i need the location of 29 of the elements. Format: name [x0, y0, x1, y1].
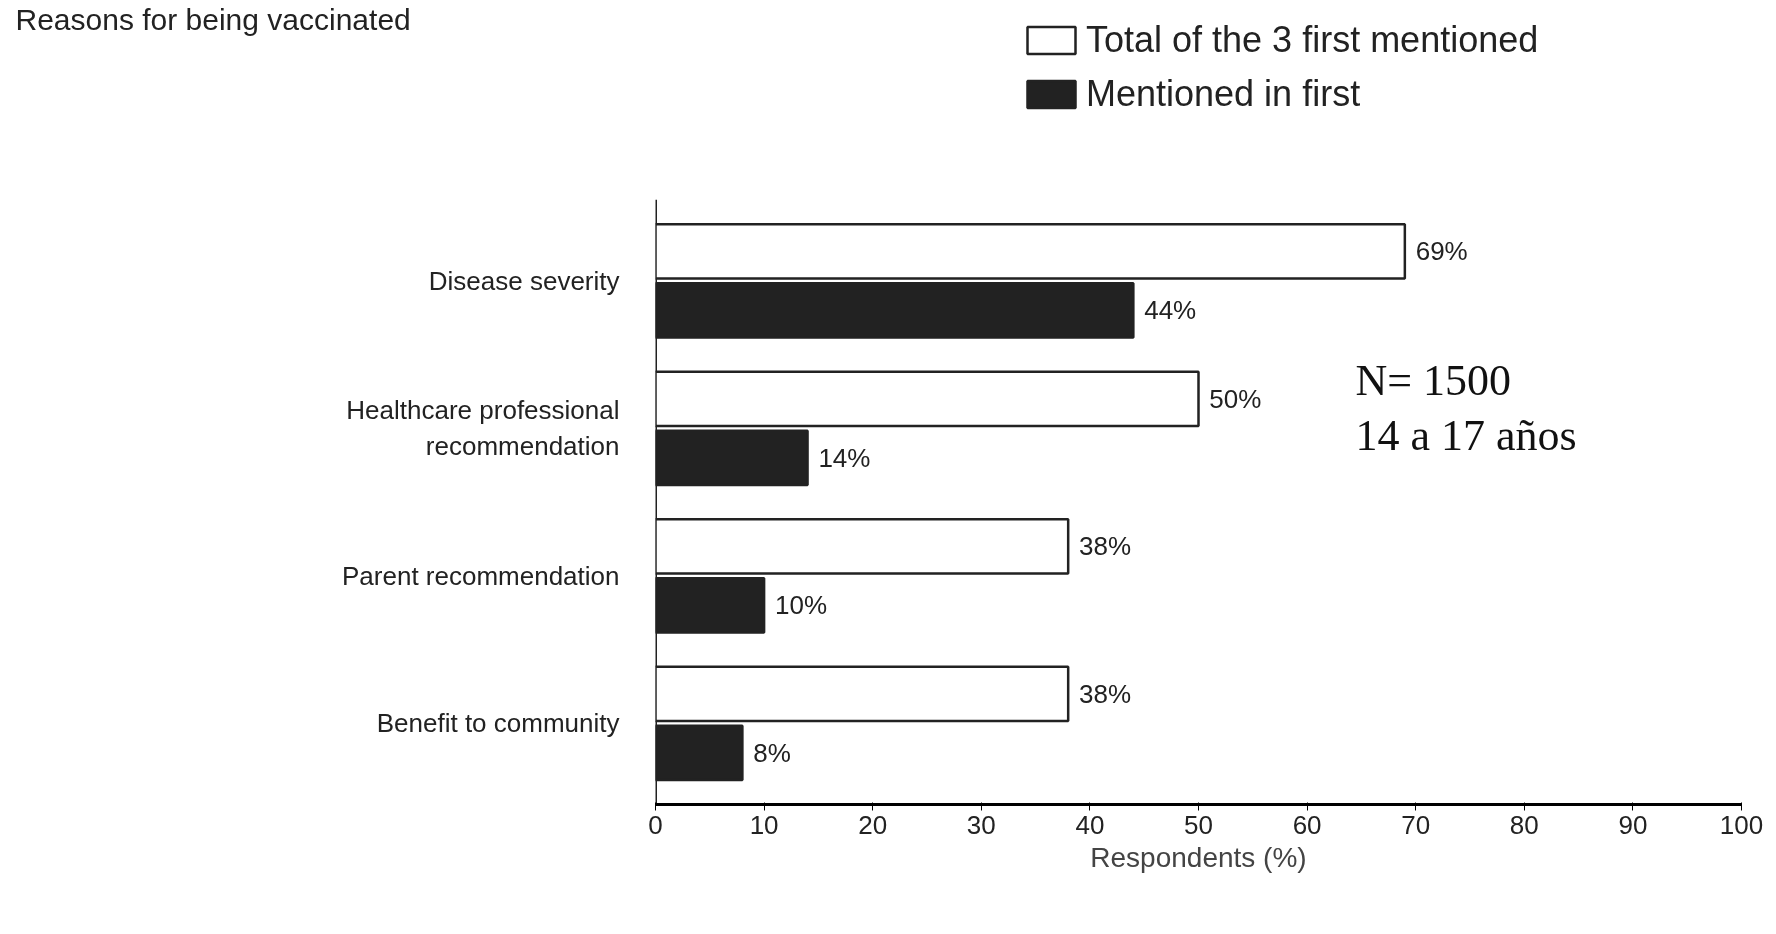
x-tick-label: 80: [1509, 809, 1539, 840]
legend-label: Total of the 3 first mentioned: [1086, 19, 1539, 61]
y-tick-label: Disease severity: [428, 265, 620, 296]
x-tick-label: 0: [648, 809, 663, 840]
text: Reasons for being vaccinated: [15, 2, 411, 36]
annotation: N= 1500: [1355, 355, 1512, 405]
data-label: 38%: [1079, 531, 1132, 562]
legend-label: Mentioned in first: [1086, 73, 1361, 115]
x-tick-label: 20: [858, 809, 888, 840]
data-label: 38%: [1079, 678, 1132, 709]
y-tick-label: Parent recommendation: [342, 560, 620, 591]
data-label: 8%: [753, 737, 791, 768]
x-tick-label: 60: [1292, 809, 1322, 840]
x-axis-title: Respondents (%): [1090, 841, 1307, 873]
data-label: 14%: [818, 442, 871, 473]
x-tick-label: 10: [749, 809, 779, 840]
data-label: 50%: [1209, 383, 1262, 414]
y-tick-label: Healthcare professional recommendation: [346, 395, 620, 462]
x-tick-label: 100: [1719, 809, 1764, 840]
data-label: 44%: [1144, 295, 1197, 326]
data-label: 69%: [1415, 236, 1468, 267]
annotation: 14 a 17 años: [1355, 410, 1577, 460]
y-tick-label: Benefit to community: [376, 708, 620, 739]
x-tick-label: 30: [966, 809, 996, 840]
x-tick-label: 40: [1075, 809, 1105, 840]
x-tick-label: 70: [1401, 809, 1431, 840]
data-label: 10%: [774, 590, 828, 621]
x-tick-label: 50: [1184, 809, 1213, 840]
x-tick-label: 90: [1618, 809, 1648, 840]
